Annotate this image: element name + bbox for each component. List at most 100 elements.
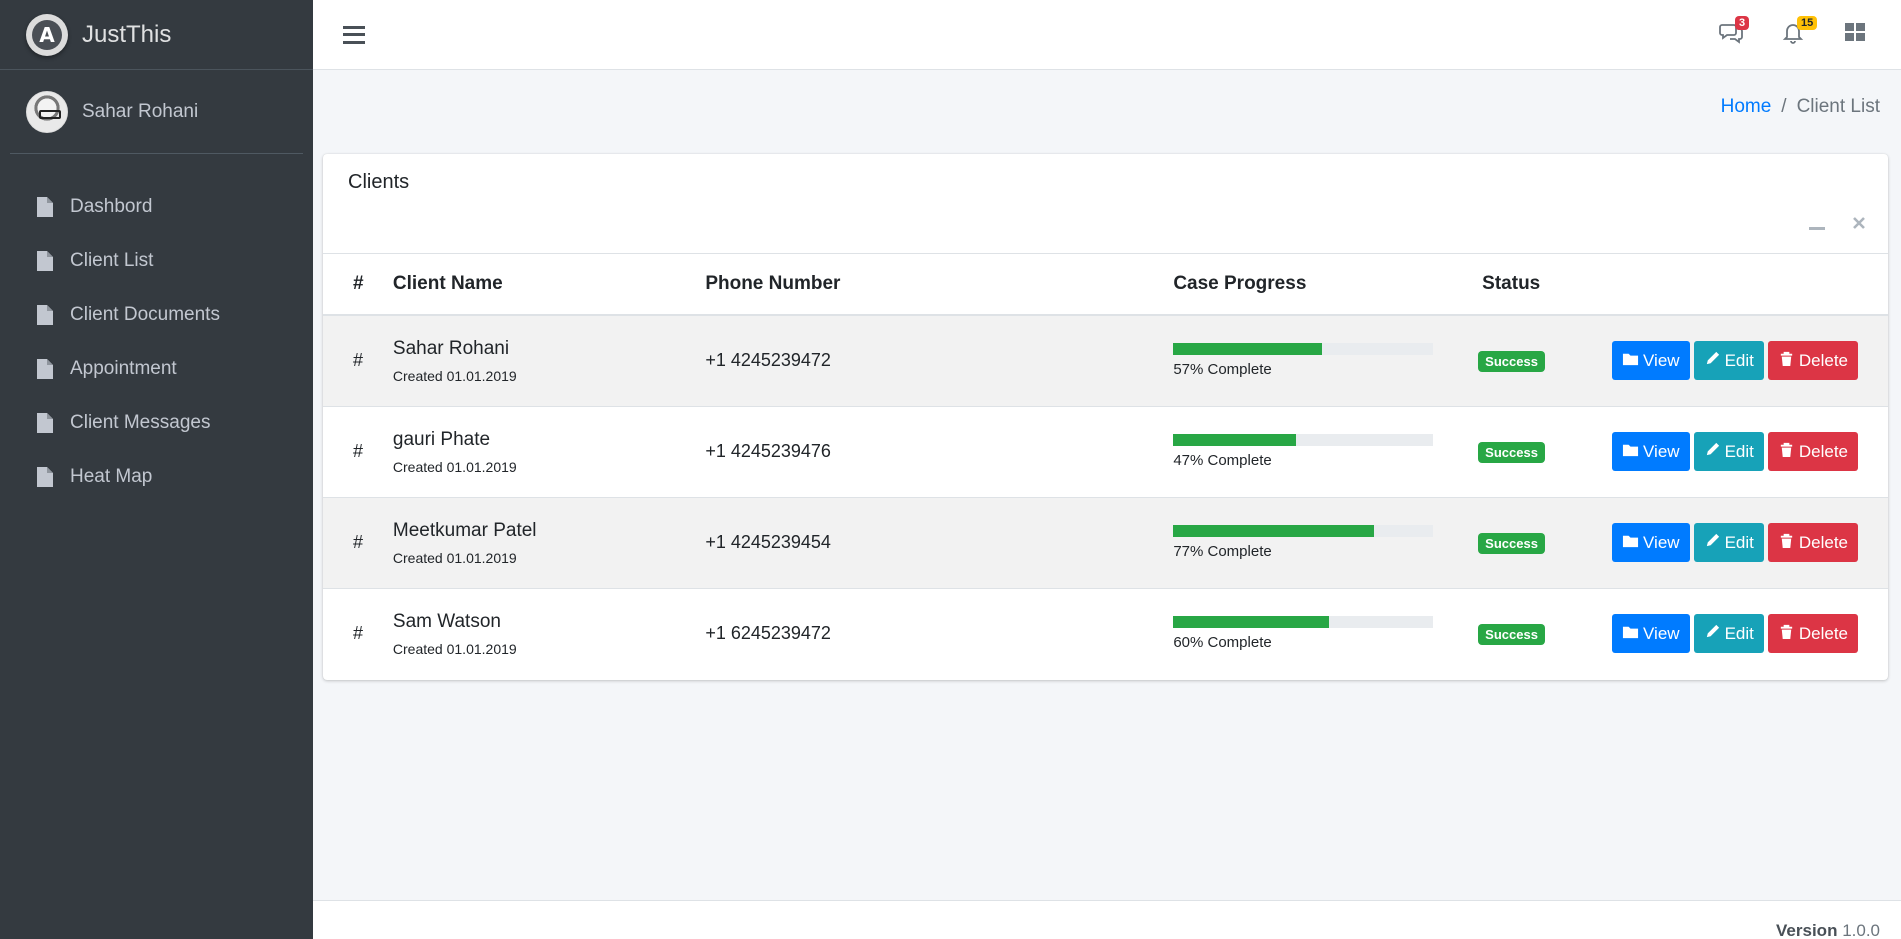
progress-cell: 57% Complete: [1173, 314, 1483, 406]
collapse-button[interactable]: [1808, 214, 1826, 235]
view-button[interactable]: View: [1612, 341, 1690, 381]
client-cell: Sam Watson Created 01.01.2019: [392, 587, 706, 679]
view-button[interactable]: View: [1612, 432, 1690, 471]
version-info: Version 1.0.0: [1776, 921, 1880, 939]
menu-icon-bar: [343, 40, 365, 44]
navbar-right: 3 15: [1719, 16, 1869, 46]
status-cell: Success: [1478, 314, 1613, 406]
apps-grid-button[interactable]: [1843, 20, 1869, 46]
delete-button[interactable]: Delete: [1767, 432, 1858, 471]
created-date: Created 01.01.2019: [392, 640, 517, 657]
close-icon: [1853, 217, 1865, 229]
table-body: # Sahar Rohani Created 01.01.2019 +1 424523…: [323, 314, 1888, 679]
progress-bar: [1173, 343, 1434, 356]
pencil-icon: [1704, 532, 1721, 554]
view-button[interactable]: View: [1612, 614, 1690, 654]
pencil-icon: [1704, 441, 1721, 463]
delete-button[interactable]: Delete: [1767, 523, 1858, 562]
client-cell: Sahar Rohani Created 01.01.2019: [392, 314, 706, 406]
breadcrumb-current: Client List: [1796, 96, 1880, 117]
edit-label: Edit: [1724, 623, 1754, 643]
actions-cell: View Edit Delete: [1612, 405, 1888, 497]
trash-icon: [1778, 532, 1795, 554]
file-icon: [36, 196, 54, 218]
edit-label: Edit: [1724, 532, 1754, 552]
notifications-button[interactable]: 15: [1781, 16, 1818, 46]
edit-button[interactable]: Edit: [1693, 614, 1764, 654]
progress-cell: 47% Complete: [1173, 405, 1483, 497]
status-badge: Success: [1478, 532, 1545, 554]
edit-label: Edit: [1724, 350, 1754, 370]
sidebar-item-label: Client List: [70, 250, 154, 271]
progress-bar: [1173, 616, 1434, 629]
file-icon: [36, 304, 54, 326]
delete-button[interactable]: Delete: [1767, 341, 1858, 381]
status-badge: Success: [1478, 441, 1545, 463]
status-cell: Success: [1478, 405, 1613, 497]
created-date: Created 01.01.2019: [392, 549, 517, 566]
progress-text: 57% Complete: [1173, 361, 1272, 379]
status-badge: Success: [1478, 350, 1545, 372]
close-button[interactable]: [1850, 214, 1868, 235]
delete-button[interactable]: Delete: [1767, 614, 1858, 654]
sidebar-item-dashbord[interactable]: Dashbord: [0, 180, 313, 234]
sidebar-item-label: Dashbord: [70, 196, 153, 217]
sidebar-item-appointment[interactable]: Appointment: [0, 342, 313, 396]
breadcrumb-home-link[interactable]: Home: [1720, 96, 1772, 117]
card-title: Clients: [348, 171, 410, 193]
progress-cell: 60% Complete: [1173, 587, 1483, 679]
folder-icon: [1622, 350, 1639, 372]
clients-table: # Client Name Phone Number Case Progress…: [323, 254, 1888, 679]
file-icon: [36, 412, 54, 434]
table-row: # Sahar Rohani Created 01.01.2019 +1 424523…: [323, 314, 1888, 406]
brand-link[interactable]: A JustThis: [0, 0, 313, 70]
client-name: Sam Watson: [392, 610, 501, 632]
view-button[interactable]: View: [1612, 523, 1690, 562]
bell-icon: [1782, 24, 1804, 44]
progress-fill: [1173, 343, 1322, 356]
progress-bar: [1173, 434, 1434, 446]
edit-button[interactable]: Edit: [1693, 432, 1764, 471]
phone-number: +1 4245239472: [705, 314, 1174, 406]
edit-button[interactable]: Edit: [1693, 523, 1764, 562]
delete-label: Delete: [1798, 532, 1848, 552]
row-actions: View Edit Delete: [1612, 523, 1888, 562]
column-header-status: Status: [1482, 254, 1613, 316]
user-panel[interactable]: Sahar Rohani: [10, 70, 303, 154]
sidebar-item-label: Client Messages: [70, 412, 211, 433]
row-actions: View Edit Delete: [1612, 432, 1888, 471]
sidebar-nav: Dashbord Client List Client Documents Appoi…: [0, 180, 313, 504]
phone-number: +1 6245239472: [705, 587, 1174, 679]
sidebar-item-heat-map[interactable]: Heat Map: [0, 450, 313, 504]
column-header-actions: [1612, 254, 1888, 316]
column-header-progress: Case Progress: [1173, 254, 1483, 316]
trash-icon: [1778, 623, 1795, 645]
menu-toggle-button[interactable]: [343, 25, 365, 44]
user-name: Sahar Rohani: [82, 100, 199, 122]
top-navbar: 3 15: [313, 0, 1901, 70]
row-hash: #: [323, 405, 393, 497]
actions-cell: View Edit Delete: [1612, 587, 1888, 679]
sidebar-item-label: Appointment: [70, 358, 177, 379]
grid-icon: [1845, 23, 1865, 41]
pencil-icon: [1704, 623, 1721, 645]
clients-card: Clients # Client Name Phone Number Case …: [323, 154, 1888, 680]
view-label: View: [1643, 623, 1680, 643]
messages-button[interactable]: 3: [1719, 16, 1750, 46]
edit-button[interactable]: Edit: [1693, 341, 1764, 381]
sidebar-item-client-messages[interactable]: Client Messages: [0, 396, 313, 450]
table-row: # Sam Watson Created 01.01.2019 +1 62452394…: [323, 587, 1888, 679]
row-actions: View Edit Delete: [1612, 614, 1888, 654]
status-cell: Success: [1478, 496, 1613, 588]
client-name: Meetkumar Patel: [392, 519, 537, 541]
row-actions: View Edit Delete: [1612, 341, 1888, 381]
client-cell: gauri Phate Created 01.01.2019: [392, 405, 706, 497]
row-hash: #: [323, 496, 393, 588]
table-row: # Meetkumar Patel Created 01.01.2019 +1 424…: [323, 496, 1888, 588]
sidebar-item-client-list[interactable]: Client List: [0, 234, 313, 288]
breadcrumb-separator: /: [1781, 96, 1787, 117]
minus-icon: [1809, 227, 1825, 230]
progress-fill: [1173, 434, 1296, 446]
sidebar-item-client-documents[interactable]: Client Documents: [0, 288, 313, 342]
file-icon: [36, 250, 54, 272]
